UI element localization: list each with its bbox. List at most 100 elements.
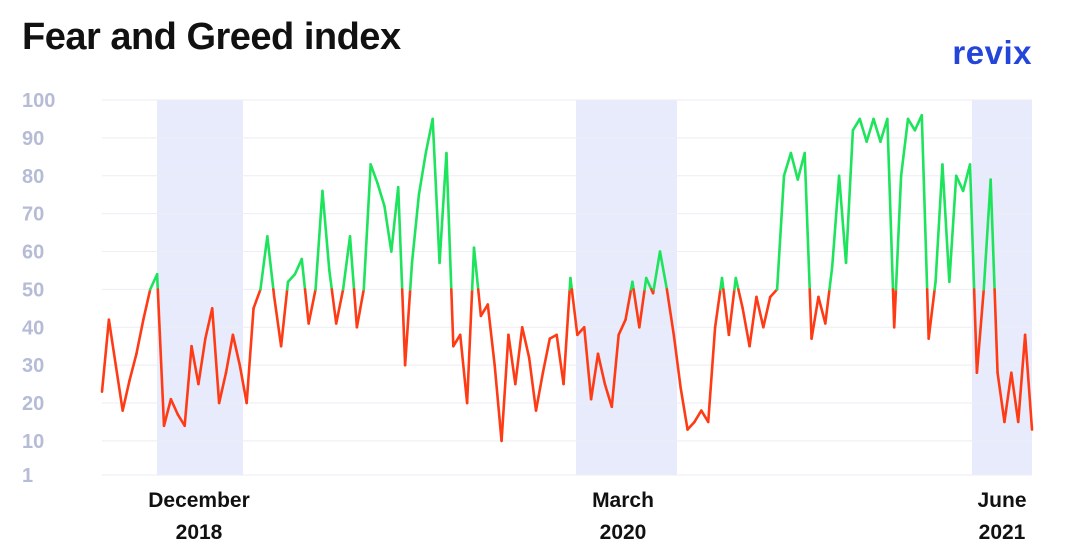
line-segment-13 [190, 344, 200, 386]
line-segment-47 [424, 117, 434, 155]
line-segment-73 [603, 382, 614, 409]
line-segment-112 [872, 117, 882, 143]
line-segment-41 [383, 204, 393, 253]
line-segment-79 [644, 276, 653, 291]
line-segment-95 [755, 295, 765, 329]
line-segment-130 [996, 371, 1006, 424]
line-segment-103 [810, 295, 820, 340]
line-segment-89 [713, 288, 722, 329]
line-segment-126 [972, 288, 979, 375]
line-segment-82 [665, 288, 676, 337]
line-segment-29 [300, 257, 307, 291]
line-segment-35 [341, 235, 352, 291]
line-segment-116 [899, 117, 910, 178]
line-segment-30 [307, 288, 317, 325]
line-segment-107 [837, 174, 848, 265]
line-segment-54 [476, 288, 483, 318]
line-segment-21 [245, 307, 255, 405]
x-label-year-2: 2020 [600, 521, 647, 544]
line-segment-43 [396, 185, 404, 291]
line-segment-90 [720, 276, 725, 291]
line-segment-106 [830, 174, 841, 268]
line-segment-129 [993, 288, 999, 375]
line-segment-114 [886, 117, 895, 291]
line-segment-131 [1003, 371, 1013, 424]
line-segment-26 [279, 288, 289, 348]
line-segment-32 [321, 189, 331, 272]
line-segment-37 [355, 288, 366, 329]
line-segment-128 [982, 178, 992, 291]
line-segment-60 [514, 325, 524, 386]
line-segment-23 [259, 235, 269, 291]
line-segment-14 [197, 337, 207, 386]
line-segment-105 [828, 265, 834, 291]
grid-lines [102, 99, 1032, 476]
line-segment-52 [458, 333, 469, 405]
line-segment-124 [954, 174, 965, 193]
line-segment-75 [617, 318, 627, 337]
line-segment-9 [162, 397, 173, 428]
line-segment-2 [114, 363, 124, 412]
line-segment-68 [570, 288, 579, 337]
line-segment-63 [534, 371, 545, 412]
highlight-band-1 [157, 100, 243, 475]
x-label-month-3: June [977, 489, 1026, 512]
line-segment-3 [121, 379, 131, 412]
line-segment-74 [610, 333, 620, 409]
line-segment-54 [472, 246, 480, 291]
y-tick-label-20: 20 [22, 393, 44, 415]
line-segment-1 [107, 318, 118, 367]
line-segment-98 [775, 174, 786, 291]
line-segment-134 [1023, 333, 1034, 431]
line-segment-34 [334, 288, 345, 325]
line-segment-133 [1016, 333, 1027, 424]
line-segment-61 [520, 325, 531, 359]
line-segment-64 [541, 337, 552, 375]
line-segment-44 [403, 288, 412, 367]
line-segment-81 [658, 250, 669, 291]
line-segment-29 [303, 288, 310, 325]
line-segment-117 [906, 117, 917, 132]
line-segment-104 [817, 295, 827, 325]
x-axis-labels: December 2018 March 2020 June 2021 [148, 489, 1026, 544]
line-segment-33 [328, 269, 334, 291]
line-segment-115 [892, 288, 898, 329]
line-segment-10 [169, 397, 180, 416]
line-segment-12 [183, 344, 193, 428]
y-axis-ticks: 1 10 20 30 40 50 60 70 80 90 100 [22, 90, 55, 487]
line-segment-94 [748, 295, 758, 348]
y-tick-label-40: 40 [22, 317, 44, 339]
line-segment-36 [352, 288, 359, 329]
line-segment-4 [128, 352, 138, 382]
line-segment-84 [679, 386, 689, 431]
line-segment-111 [865, 117, 875, 143]
line-segment-62 [527, 356, 538, 412]
line-segment-93 [741, 307, 751, 348]
line-segment-0 [100, 318, 111, 393]
line-segment-67 [562, 288, 572, 386]
brand-logo: revix [952, 34, 1032, 71]
line-segment-123 [948, 174, 958, 284]
x-label-month-1: December [148, 489, 250, 512]
y-tick-label-50: 50 [22, 279, 44, 301]
line-segment-99 [782, 151, 793, 178]
line-segment-17 [217, 371, 228, 405]
line-segment-11 [176, 413, 186, 428]
line-segment-58 [500, 333, 510, 443]
line-segment-77 [632, 288, 641, 329]
line-segment-19 [231, 333, 242, 367]
y-tick-label-30: 30 [22, 355, 44, 377]
line-segment-25 [272, 295, 283, 348]
line-segment-72 [596, 352, 607, 386]
line-segment-132 [1010, 371, 1020, 424]
line-segment-33 [330, 288, 338, 325]
line-segment-110 [858, 117, 868, 143]
line-segment-91 [727, 288, 736, 337]
line-segment-36 [348, 235, 356, 291]
y-tick-label-60: 60 [22, 242, 44, 264]
line-segment-8 [155, 272, 160, 291]
line-segment-16 [210, 307, 221, 405]
line-segment-24 [266, 235, 275, 291]
line-segment-66 [555, 333, 565, 386]
